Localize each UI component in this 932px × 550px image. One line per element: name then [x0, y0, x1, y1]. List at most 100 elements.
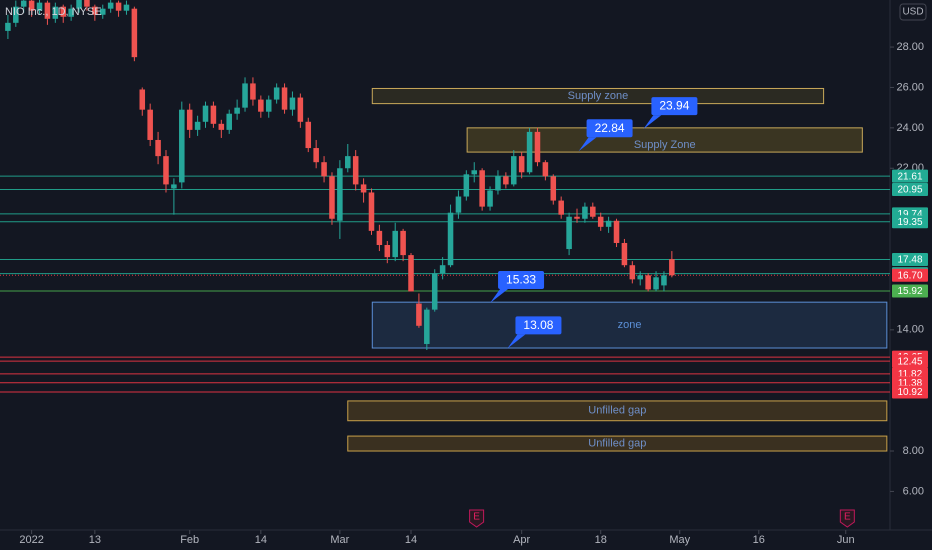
event-label: E [473, 512, 480, 523]
callout-pointer [507, 334, 526, 349]
candle-body [645, 275, 651, 290]
candle-body [384, 245, 391, 258]
level-label-box [892, 268, 928, 282]
level-label-box [892, 354, 928, 368]
candle-body [392, 230, 398, 258]
candle-body [408, 255, 414, 292]
candle-body [345, 156, 351, 169]
candle-body [471, 170, 478, 175]
y-tick-label: 8.00 [903, 445, 924, 457]
candle-body [597, 216, 604, 227]
zone [347, 435, 888, 452]
candle-body [455, 196, 462, 213]
candle-body [526, 131, 533, 173]
candle-body [416, 303, 422, 326]
candle-body [360, 184, 367, 193]
candle-body [400, 230, 406, 256]
level-label-box [892, 182, 928, 196]
zone-label: Unfilled gap [588, 405, 646, 417]
candle-body [60, 6, 66, 17]
x-tick-label: 18 [595, 534, 607, 546]
callout-box [586, 119, 633, 138]
candle-body [661, 275, 667, 286]
candle-body [44, 2, 51, 19]
plot-area: Supply zone Supply Zone zone Unfilled gap Un… [0, 0, 890, 528]
candle-body [376, 230, 383, 246]
candle-body [463, 174, 470, 197]
zone [466, 127, 863, 153]
level-label-box [892, 253, 928, 267]
candle-body [36, 2, 43, 11]
candle-body [202, 105, 209, 122]
candle-body [574, 216, 580, 219]
x-tick-label: 2022 [19, 534, 43, 546]
candle-body [495, 176, 501, 191]
callout-label: 15.33 [506, 273, 536, 287]
candle-body [289, 97, 296, 110]
candle-body [637, 275, 643, 280]
candle-body [605, 220, 612, 227]
zone [347, 400, 888, 422]
candle-body [28, 0, 35, 11]
candle-body [582, 206, 588, 219]
callout-box [651, 97, 698, 116]
candle-body [13, 6, 19, 23]
level-label-box [892, 284, 928, 298]
candle-body [155, 139, 161, 157]
callout-label: 23.94 [659, 99, 689, 113]
candle-body [337, 168, 343, 221]
level-label: 16.70 [897, 270, 922, 281]
level-label: 11.38 [898, 378, 923, 389]
zone-label: Supply zone [568, 90, 629, 102]
level-label: 10.92 [897, 387, 922, 398]
candle-body [305, 121, 312, 149]
candle-body [92, 6, 98, 15]
candle-body [52, 6, 59, 19]
currency-box [899, 3, 927, 21]
candle-body [68, 8, 74, 17]
level-label: 15.92 [897, 286, 922, 297]
candle-body [542, 162, 549, 177]
event-marker [839, 509, 855, 528]
candle-body [147, 109, 153, 140]
x-tick-label: May [669, 534, 690, 546]
candle-body [139, 89, 146, 110]
level-label: 21.61 [897, 171, 922, 182]
candle-body [281, 87, 288, 110]
candle-body [629, 265, 636, 280]
callout-pointer [490, 288, 509, 303]
level-label: 11.82 [898, 369, 923, 380]
candle-body [218, 123, 225, 130]
y-tick-label: 14.00 [896, 324, 924, 336]
candle-body [352, 156, 359, 185]
candle-body [273, 87, 280, 100]
x-tick-label: 16 [753, 534, 765, 546]
candle-body [20, 0, 27, 7]
candle-body [669, 259, 675, 276]
x-tick-label: Feb [180, 534, 199, 546]
x-tick-label: 14 [405, 534, 417, 546]
candle-body [115, 2, 122, 11]
zone-label: zone [618, 319, 642, 331]
y-tick-label: 6.00 [903, 485, 924, 497]
y-tick-label: 28.00 [896, 41, 924, 53]
candle-body [226, 113, 232, 130]
callout-pointer [643, 115, 662, 130]
level-label: 19.35 [897, 217, 922, 228]
x-tick-label: Jun [837, 534, 855, 546]
callout-label: 22.84 [595, 121, 625, 135]
candle-body [518, 156, 525, 173]
candle-body [250, 83, 256, 100]
candle-body [107, 2, 114, 9]
event-label: E [844, 512, 851, 523]
candle-body [503, 176, 509, 185]
candle-body [171, 184, 177, 189]
zone-label: Unfilled gap [588, 437, 646, 449]
candle-body [242, 83, 248, 108]
candle-body [265, 99, 272, 112]
candle-body [566, 216, 572, 250]
level-label-box [892, 385, 928, 399]
zone-label: Supply Zone [634, 139, 696, 151]
